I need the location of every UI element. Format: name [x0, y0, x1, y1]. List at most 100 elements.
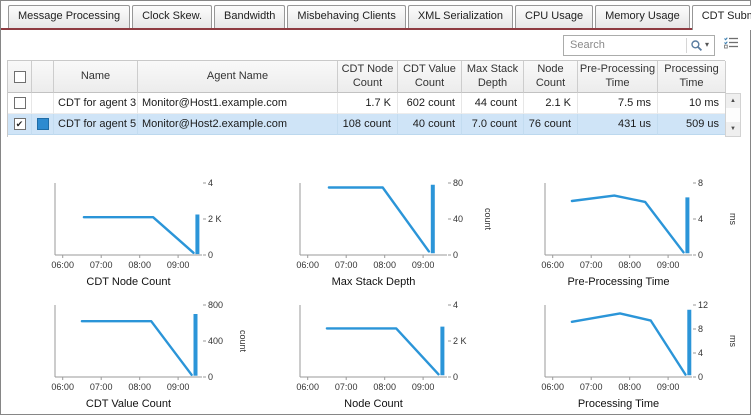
row-swatch-cell[interactable]: [32, 114, 54, 135]
tab-clock-skew[interactable]: Clock Skew.: [132, 5, 213, 28]
column-header-cdt-value-count[interactable]: CDT Value Count: [398, 61, 462, 93]
search-input[interactable]: [570, 39, 684, 51]
column-header-pre-processing-time[interactable]: Pre-Processing Time: [578, 61, 658, 93]
data-table: Name Agent Name CDT Node Count CDT Value Co…: [7, 60, 726, 137]
y-axis-unit-label: ms: [728, 335, 738, 347]
y-tick-label: 8: [698, 178, 703, 188]
row-value-cell-4[interactable]: 7.5 ms: [578, 93, 658, 114]
y-tick-label: 4: [453, 300, 458, 310]
x-tick-label: 06:00: [541, 382, 564, 392]
x-tick-label: 07:00: [580, 260, 603, 270]
row-agent-cell[interactable]: Monitor@Host1.example.com: [138, 93, 338, 114]
tab-xml-serialization[interactable]: XML Serialization: [407, 5, 514, 28]
column-header-processing-time[interactable]: Processing Time: [658, 61, 726, 93]
row-value-cell-5[interactable]: 509 us: [658, 114, 726, 135]
select-all-header-cell[interactable]: [8, 61, 32, 93]
chart-cell-pre-processing-time: 06:00 07:00 08:00 09:00 8 4 0 ms Pre-Processing …: [498, 177, 743, 289]
series-line: [570, 194, 685, 254]
y-tick-label: 400: [208, 336, 223, 346]
row-value-cell-1[interactable]: 40 count: [398, 114, 462, 135]
select-all-checkbox[interactable]: [13, 70, 26, 83]
row-checkbox-cell[interactable]: [8, 93, 32, 114]
column-customization-button[interactable]: [721, 35, 741, 55]
chart-title: Max Stack Depth: [332, 276, 416, 288]
y-tick-label: 4: [698, 214, 703, 224]
row-checkbox[interactable]: ✔: [13, 118, 26, 130]
chart-pre-processing-time: 06:00 07:00 08:00 09:00 8 4 0 ms Pre-Processing …: [541, 178, 738, 288]
chart-cdt-node-count: 06:00 07:00 08:00 09:00 4 2 K 0 CDT Node Count: [51, 178, 221, 288]
toolbar: ▾: [1, 30, 750, 60]
vertical-scrollbar[interactable]: ▲ ▼: [725, 93, 741, 137]
search-box[interactable]: ▾: [563, 34, 715, 56]
x-tick-label: 06:00: [51, 260, 74, 270]
x-tick-label: 09:00: [412, 382, 435, 392]
x-tick-label: 09:00: [167, 382, 190, 392]
row-value-cell-1[interactable]: 602 count: [398, 93, 462, 114]
x-tick-label: 08:00: [618, 260, 641, 270]
chart-cell-processing-time: 06:00 07:00 08:00 09:00 12 8 4 0 ms Processing Ti…: [498, 299, 743, 411]
scroll-up-button[interactable]: ▲: [726, 94, 740, 108]
x-tick-label: 09:00: [657, 382, 680, 392]
y-tick-label: 800: [208, 300, 223, 310]
y-axis-unit-label: ms: [728, 213, 738, 225]
table-area: Name Agent Name CDT Node Count CDT Value Co…: [7, 60, 750, 137]
tab-cdt-submission[interactable]: CDT Submission: [691, 5, 751, 30]
row-value-cell-2[interactable]: 44 count: [462, 93, 524, 114]
y-axis-unit-label: count: [238, 330, 248, 353]
column-header-node-count[interactable]: Node Count: [524, 61, 578, 93]
x-tick-label: 06:00: [296, 382, 319, 392]
chart-node-count: 06:00 07:00 08:00 09:00 4 2 K 0 Node Count: [296, 300, 467, 410]
x-tick-label: 06:00: [296, 260, 319, 270]
y-tick-label: 0: [208, 372, 213, 382]
row-value-cell-0[interactable]: 1.7 K: [338, 93, 398, 114]
row-name-cell[interactable]: CDT for agent 3: [54, 93, 138, 114]
row-checkbox-cell[interactable]: ✔: [8, 114, 32, 135]
search-options-chevron-icon[interactable]: ▾: [704, 40, 709, 49]
y-tick-label: 0: [453, 372, 458, 382]
y-tick-label: 0: [698, 250, 703, 260]
tab-bandwidth[interactable]: Bandwidth: [214, 5, 286, 28]
tab-cpu-usage[interactable]: CPU Usage: [515, 5, 594, 28]
row-checkbox[interactable]: [13, 97, 26, 109]
chart-cell-cdt-node-count: 06:00 07:00 08:00 09:00 4 2 K 0 CDT Node Count: [8, 177, 253, 289]
row-name-cell[interactable]: CDT for agent 5: [54, 114, 138, 135]
row-value-cell-5[interactable]: 10 ms: [658, 93, 726, 114]
row-value-cell-2[interactable]: 7.0 count: [462, 114, 524, 135]
tab-memory-usage[interactable]: Memory Usage: [595, 5, 690, 28]
column-header-agent-name[interactable]: Agent Name: [138, 61, 338, 93]
chart-title: CDT Node Count: [86, 276, 170, 288]
scroll-down-button[interactable]: ▼: [726, 122, 740, 136]
column-header-max-stack-depth[interactable]: Max Stack Depth: [462, 61, 524, 93]
x-tick-label: 08:00: [373, 382, 396, 392]
y-tick-label: 40: [453, 214, 463, 224]
x-tick-label: 08:00: [618, 382, 641, 392]
tab-message-processing[interactable]: Message Processing: [8, 5, 131, 28]
row-swatch-cell[interactable]: [32, 93, 54, 114]
y-tick-label: 80: [453, 178, 463, 188]
series-line: [325, 327, 440, 376]
chart-cdt-value-count: 06:00 07:00 08:00 09:00 800 400 0 count CDT Valu…: [51, 300, 248, 410]
row-value-cell-3[interactable]: 76 count: [524, 114, 578, 135]
charts-grid: 06:00 07:00 08:00 09:00 4 2 K 0 CDT Node Count 0…: [1, 177, 750, 411]
x-tick-label: 08:00: [128, 382, 151, 392]
row-agent-cell[interactable]: Monitor@Host2.example.com: [138, 114, 338, 135]
chart-title: Node Count: [344, 398, 403, 410]
x-tick-label: 07:00: [90, 382, 113, 392]
column-header-name[interactable]: Name: [54, 61, 138, 93]
column-header-cdt-node-count[interactable]: CDT Node Count: [338, 61, 398, 93]
swatch-column-header: [32, 61, 54, 93]
search-icon[interactable]: [690, 39, 703, 52]
x-tick-label: 07:00: [580, 382, 603, 392]
scrollbar-track[interactable]: [726, 108, 740, 122]
y-tick-label: 0: [698, 372, 703, 382]
chart-title: Pre-Processing Time: [567, 276, 669, 288]
row-value-cell-3[interactable]: 2.1 K: [524, 93, 578, 114]
x-tick-label: 07:00: [335, 260, 358, 270]
y-tick-label: 4: [208, 178, 213, 188]
row-value-cell-4[interactable]: 431 us: [578, 114, 658, 135]
y-tick-label: 2 K: [453, 336, 467, 346]
row-value-cell-0[interactable]: 108 count: [338, 114, 398, 135]
chart-cell-node-count: 06:00 07:00 08:00 09:00 4 2 K 0 Node Count: [253, 299, 498, 411]
tab-misbehaving-clients[interactable]: Misbehaving Clients: [287, 5, 406, 28]
